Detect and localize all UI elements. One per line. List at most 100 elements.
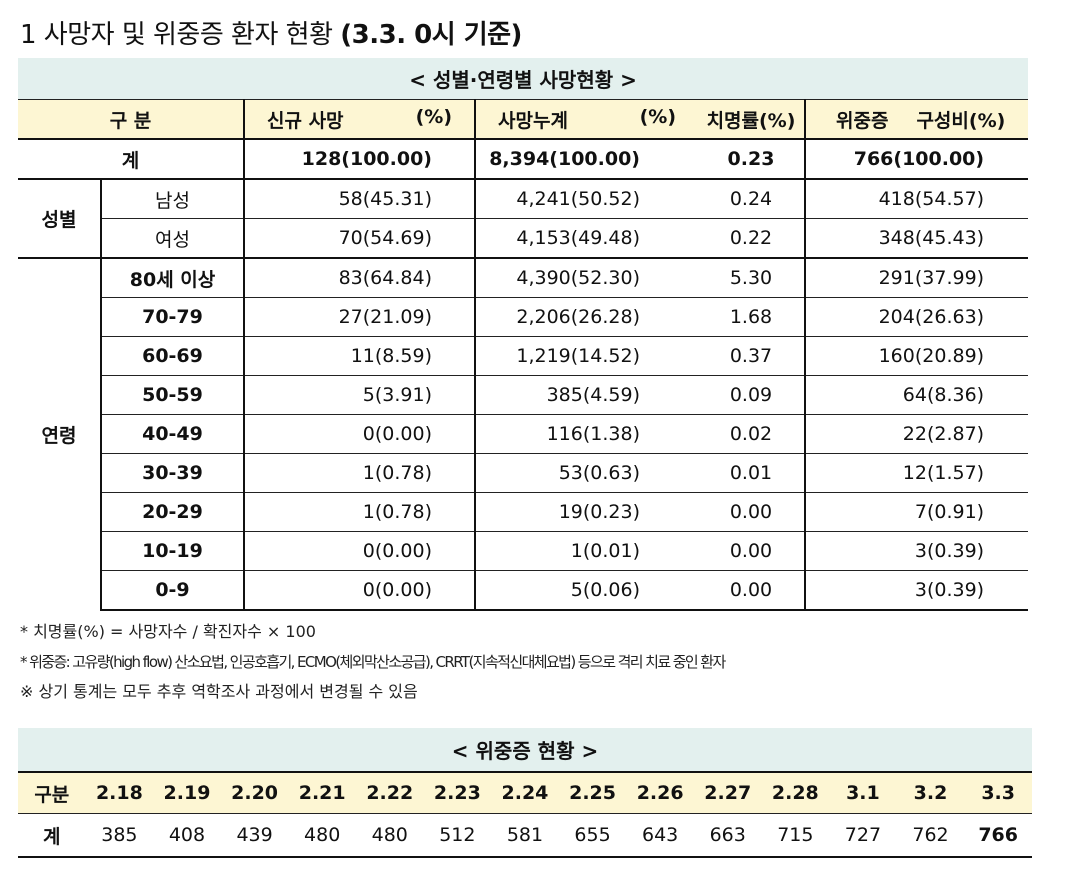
cfr-cell: 0.37 [698, 336, 805, 376]
row-label: 40-49 [100, 414, 244, 454]
severe-value-cell: 385 [85, 813, 154, 858]
cumulative-deaths-cell: 19(0.23) [474, 492, 698, 532]
severe-date-cell: 2.22 [355, 772, 424, 814]
cumulative-deaths-cell: 4,153(49.48) [474, 218, 698, 258]
severe-date-cell: 3.2 [896, 772, 965, 814]
footnote-cfr: * 치명률(%) = 사망자수 / 확진자수 × 100 [20, 622, 316, 641]
severe-cell: 22(2.87) [803, 414, 1029, 454]
deaths-table-header-row: 구 분 신규 사망 (%) 사망누계 (%) 치명률(%) 위중증 구성비(%) [18, 99, 1029, 140]
new-deaths-cell: 0(0.00) [243, 531, 475, 571]
severe-value-cell: 512 [423, 813, 492, 858]
severe-value-cell: 643 [626, 813, 694, 858]
header-cumulative-pct: (%) [639, 105, 676, 128]
row-label: 70-79 [100, 297, 244, 337]
total-row: 계 128(100.00) 8,394(100.00) 0.23 766(100… [18, 139, 1029, 180]
severe-cell: 204(26.63) [803, 297, 1029, 337]
table-row: 연령 80세 이상 83(64.84) 4,390(52.30) 5.30 291(37.… [18, 257, 1029, 610]
severe-value-cell: 766 [964, 813, 1032, 858]
row-label: 남성 [100, 179, 244, 219]
cfr-cell: 0.00 [698, 570, 805, 611]
severe-date-cell: 2.26 [626, 772, 694, 814]
footnote-severe-definition: * 위중증: 고유량(high flow) 산소요법, 인공호흡기, ECMO(… [20, 653, 726, 671]
new-deaths-cell: 0(0.00) [243, 570, 475, 611]
severe-cell: 7(0.91) [803, 492, 1029, 532]
new-deaths-cell: 1(0.78) [243, 492, 475, 532]
table-row: 10-19 0(0.00) 1(0.01) 0.00 3(0.39) [18, 531, 1029, 571]
header-new-deaths-label: 신규 사망 [267, 109, 344, 132]
page-title: 1 사망자 및 위중증 환자 현황 (3.3. 0시 기준) [20, 14, 522, 51]
severe-date-cell: 2.25 [558, 772, 627, 814]
header-severe: 위중증 구성비(%) [803, 99, 1029, 140]
cfr-cell: 0.09 [698, 375, 805, 415]
severe-cases-table: < 위중증 현황 > 구분 2.18 2.19 2.20 2.21 2.22 2.23 2.… [18, 728, 1032, 858]
total-severe: 766(100.00) [803, 139, 1029, 180]
severe-value-cell: 581 [491, 813, 559, 858]
severe-value-cell: 727 [829, 813, 897, 858]
severe-table-value-row: 계 385 408 439 480 480 512 581 655 643 663 715 727 76… [18, 813, 1032, 858]
header-new-deaths-pct: (%) [415, 105, 452, 128]
total-label: 계 [18, 139, 244, 180]
deaths-table-caption-row: < 성별·연령별 사망현황 > [18, 58, 1029, 100]
sex-group-label: 성별 [41, 209, 77, 231]
severe-date-cell: 2.24 [491, 772, 559, 814]
row-label: 10-19 [100, 531, 244, 571]
table-row: 40-49 0(0.00) 116(1.38) 0.02 22(2.87) [18, 414, 1029, 454]
total-cumulative: 8,394(100.00) [474, 139, 698, 180]
cfr-cell: 0.00 [698, 531, 805, 571]
row-label: 50-59 [100, 375, 244, 415]
footnote-disclaimer: ※ 상기 통계는 모두 추후 역학조사 과정에서 변경될 수 있음 [20, 682, 418, 701]
severe-value-cell: 439 [220, 813, 289, 858]
severe-date-cell: 3.1 [829, 772, 897, 814]
severe-value-cell: 655 [558, 813, 627, 858]
deaths-table-caption: < 성별·연령별 사망현황 > [18, 58, 1029, 100]
header-cumulative-label: 사망누계 [498, 109, 568, 132]
severe-cell: 64(8.36) [803, 375, 1029, 415]
table-row: 70-79 27(21.09) 2,206(26.28) 1.68 204(26.63) [18, 297, 1029, 337]
severe-table-caption: < 위중증 현황 > [18, 728, 1032, 773]
severe-value-cell: 480 [355, 813, 424, 858]
header-severe-label: 위중증 [836, 109, 889, 132]
severe-value-cell: 715 [761, 813, 830, 858]
cfr-cell: 0.24 [729, 188, 773, 210]
cfr-cell: 0.22 [698, 218, 805, 258]
severe-cell: 12(1.57) [803, 453, 1029, 493]
cumulative-deaths-cell: 53(0.63) [474, 453, 698, 493]
new-deaths-cell: 70(54.69) [243, 218, 475, 258]
severe-date-cell: 3.3 [964, 772, 1032, 814]
header-severe-ratio: 구성비(%) [916, 109, 1006, 132]
severe-value-cell: 663 [693, 813, 762, 858]
table-row: 0-9 0(0.00) 5(0.06) 0.00 3(0.39) [18, 570, 1029, 611]
deaths-by-sex-age-table: < 성별·연령별 사망현황 > 구 분 신규 사망 (%) 사망누계 (%) 치명률… [18, 58, 1029, 611]
new-deaths-cell: 0(0.00) [243, 414, 475, 454]
cfr-cell: 0.01 [698, 453, 805, 493]
severe-cell: 291(37.99) [803, 257, 1029, 298]
total-new-deaths: 128(100.00) [243, 139, 475, 180]
age-group-label: 연령 [18, 257, 101, 610]
row-label: 80세 이상 [100, 257, 244, 298]
cumulative-deaths-cell: 2,206(26.28) [474, 297, 698, 337]
footnotes: * 치명률(%) = 사망자수 / 확진자수 × 100 * 위중증: 고유량(… [20, 619, 726, 709]
row-label: 60-69 [100, 336, 244, 376]
table-row: 20-29 1(0.78) 19(0.23) 0.00 7(0.91) [18, 492, 1029, 532]
page-title-date: (3.3. 0시 기준) [340, 20, 522, 50]
cfr-cell: 5.30 [698, 257, 805, 298]
header-division: 구 분 [18, 99, 244, 140]
cumulative-deaths-cell: 1,219(14.52) [474, 336, 698, 376]
new-deaths-cell: 83(64.84) [243, 257, 475, 298]
severe-value-cell: 480 [288, 813, 356, 858]
row-label: 여성 [100, 218, 244, 258]
total-cfr: 0.23 [698, 139, 805, 180]
cfr-cell: 1.68 [698, 297, 805, 337]
cumulative-deaths-cell: 4,390(52.30) [474, 257, 698, 298]
severe-date-cell: 2.23 [423, 772, 492, 814]
new-deaths-cell: 11(8.59) [243, 336, 475, 376]
severe-cell: 418(54.57) [803, 179, 1029, 219]
table-row: 여성 70(54.69) 4,153(49.48) 0.22 348(45.43) [18, 218, 1029, 258]
table-row: 50-59 5(3.91) 385(4.59) 0.09 64(8.36) [18, 375, 1029, 415]
row-label: 0-9 [100, 570, 244, 611]
severe-date-cell: 2.18 [85, 772, 154, 814]
cfr-cell: 0.02 [698, 414, 805, 454]
severe-date-cell: 2.28 [761, 772, 830, 814]
cumulative-deaths-cell: 1(0.01) [474, 531, 698, 571]
page-title-main: 1 사망자 및 위중증 환자 현황 [20, 20, 341, 50]
